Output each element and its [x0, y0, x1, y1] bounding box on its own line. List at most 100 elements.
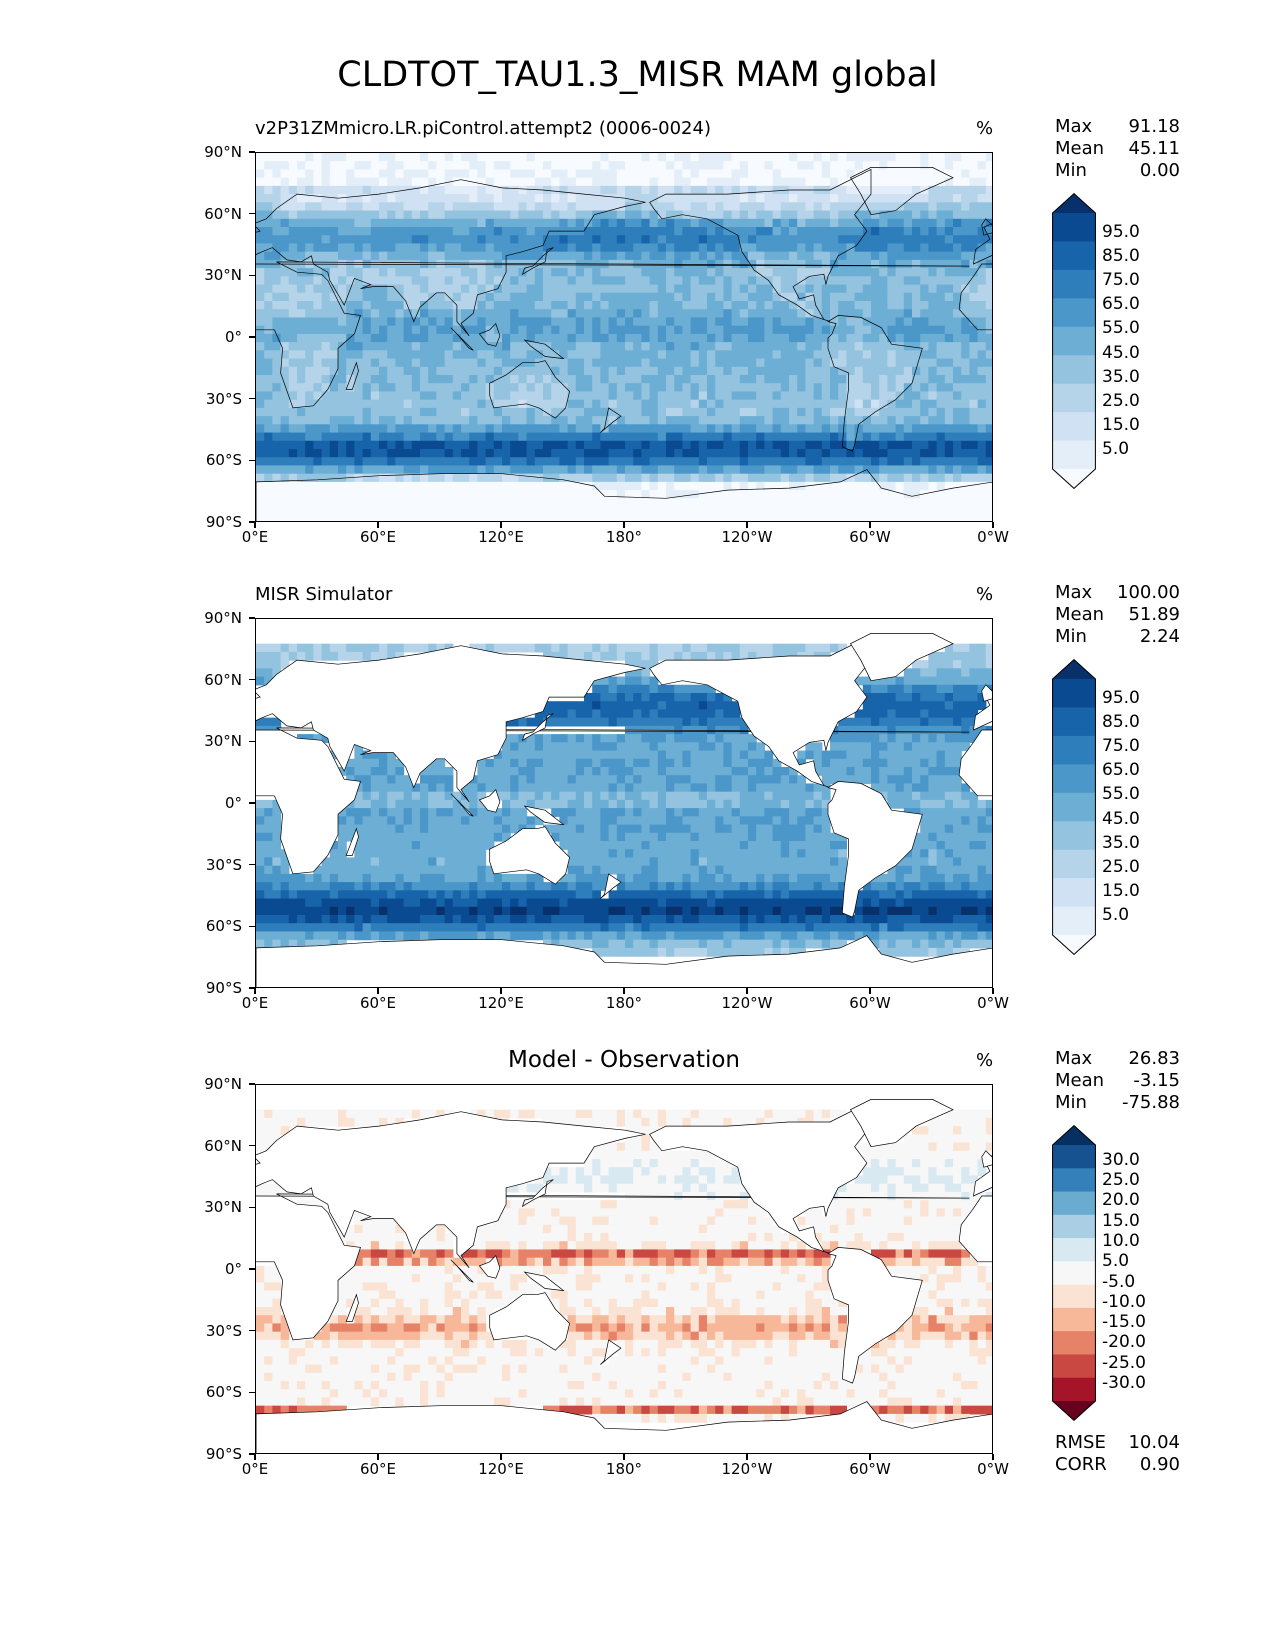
lat-tick-mark — [249, 1391, 255, 1393]
units-label: % — [976, 584, 994, 605]
lat-tick-label: 30°S — [205, 389, 242, 408]
colorbar-band — [1052, 412, 1096, 442]
lon-tick-mark — [500, 988, 502, 994]
lat-tick-mark — [249, 802, 255, 804]
colorbar-outline — [1052, 193, 1096, 489]
lat-tick-label: 30°N — [204, 732, 242, 751]
colorbar-label: 95.0 — [1102, 688, 1140, 708]
colorbar-label: -10.0 — [1102, 1292, 1146, 1312]
lat-tick-mark — [249, 521, 255, 523]
lon-tick-mark — [992, 522, 994, 528]
colorbar-label: 65.0 — [1102, 294, 1140, 314]
colorbar-label: -5.0 — [1102, 1272, 1136, 1292]
lat-tick-label: 90°N — [204, 1075, 242, 1093]
units-label: % — [976, 118, 994, 139]
lon-tick-label: 180° — [605, 528, 643, 546]
colorbar-band — [1052, 906, 1096, 936]
lon-tick-label: 120°W — [721, 994, 773, 1012]
panel-difference: Model - Observation % Max 26.83 Mean -3.15… — [0, 932, 1275, 1478]
field-cells — [256, 643, 992, 957]
coastline-sumatra — [450, 1259, 474, 1283]
coastline-borneo — [478, 788, 501, 813]
coastlines — [256, 633, 992, 987]
lon-tick-label: 120°W — [721, 528, 773, 546]
stats-box: Max 100.00 Mean 51.89 Min 2.24 — [1055, 582, 1180, 648]
colorbar-label: 15.0 — [1102, 881, 1140, 901]
map-difference — [255, 1084, 993, 1454]
colorbar-band — [1052, 326, 1096, 356]
stat-mean-label: Mean — [1055, 138, 1105, 159]
colorbar-extend-max — [1052, 193, 1096, 213]
coastline-eurasia — [256, 645, 646, 803]
colorbar-label: 95.0 — [1102, 222, 1140, 242]
lon-tick-mark — [623, 988, 625, 994]
lon-tick-mark — [869, 522, 871, 528]
lon-tick-label: 120°E — [478, 528, 524, 546]
lat-tick-mark — [249, 459, 255, 461]
lon-tick-label: 60°E — [359, 994, 397, 1012]
coastline-eurasia — [256, 179, 646, 337]
colorbar-band — [1052, 1261, 1096, 1286]
coastline-africa — [256, 261, 970, 409]
units-label: % — [976, 1050, 994, 1071]
corr-value: 0.90 — [1139, 1454, 1180, 1475]
field-cells — [256, 153, 992, 521]
lon-tick-mark — [746, 988, 748, 994]
coastline-greenland — [849, 633, 954, 682]
colorbar-label: 20.0 — [1102, 1190, 1140, 1210]
stat-mean-value: -3.15 — [1133, 1070, 1180, 1091]
lon-tick-mark — [623, 522, 625, 528]
colorbar-band — [1052, 878, 1096, 908]
lat-tick-mark — [249, 1083, 255, 1085]
panel-title: MISR Simulator — [255, 584, 393, 605]
colorbar-label: 15.0 — [1102, 415, 1140, 435]
coastline-africa — [958, 1195, 992, 1263]
colorbar-label: 65.0 — [1102, 760, 1140, 780]
figure-title: CLDTOT_TAU1.3_MISR MAM global — [337, 55, 938, 95]
map-observation — [255, 618, 993, 988]
coastline-africa — [256, 1193, 970, 1341]
lon-tick-label: 0°E — [241, 1460, 269, 1478]
coastline-antarctica — [256, 935, 992, 987]
panel-title: v2P31ZMmicro.LR.piControl.attempt2 (0006… — [255, 118, 711, 139]
coastline-uk — [981, 684, 992, 702]
stat-max-value: 26.83 — [1128, 1048, 1180, 1069]
colorbar-band — [1052, 792, 1096, 822]
lon-tick-mark — [623, 1454, 625, 1460]
stat-min-value: 2.24 — [1139, 626, 1180, 647]
coastlines — [256, 1099, 992, 1453]
lon-tick-mark — [500, 1454, 502, 1460]
colorbar-extend-max — [1052, 1125, 1096, 1145]
field-cells — [256, 1109, 992, 1423]
stat-min-value: -75.88 — [1121, 1092, 1180, 1113]
lat-tick-label: 30°S — [205, 855, 242, 874]
coastline-madagascar — [345, 827, 359, 856]
coastlines — [256, 167, 992, 521]
lat-tick-label: 60°N — [204, 1136, 242, 1155]
colorbar-band — [1052, 707, 1096, 737]
colorbar-label: -25.0 — [1102, 1353, 1146, 1373]
stat-max-label: Max — [1055, 1048, 1093, 1069]
rmse-label: RMSE — [1055, 1432, 1106, 1453]
coastline-samerica — [827, 781, 923, 918]
colorbar-band — [1052, 821, 1096, 851]
colorbar-band — [1052, 1354, 1096, 1379]
colorbar-label: 45.0 — [1102, 343, 1140, 363]
corr-label: CORR — [1055, 1454, 1107, 1475]
coastline-newguinea — [523, 805, 565, 826]
coastline-japan — [521, 713, 554, 742]
lat-tick-label: 0° — [224, 328, 242, 346]
coastline-newguinea — [523, 339, 565, 360]
colorbar — [1052, 659, 1096, 955]
lat-tick-mark — [249, 1453, 255, 1455]
lat-tick-mark — [249, 213, 255, 215]
colorbar-label: 25.0 — [1102, 1170, 1140, 1190]
stat-mean-label: Mean — [1055, 604, 1105, 625]
lon-tick-label: 0°W — [977, 994, 1009, 1012]
colorbar-label: 45.0 — [1102, 809, 1140, 829]
coastline-greenland — [849, 1099, 954, 1148]
lat-tick-label: 0° — [224, 1260, 242, 1278]
colorbar-band — [1052, 1307, 1096, 1332]
colorbar-band — [1052, 849, 1096, 879]
coastline-africa — [256, 727, 970, 875]
